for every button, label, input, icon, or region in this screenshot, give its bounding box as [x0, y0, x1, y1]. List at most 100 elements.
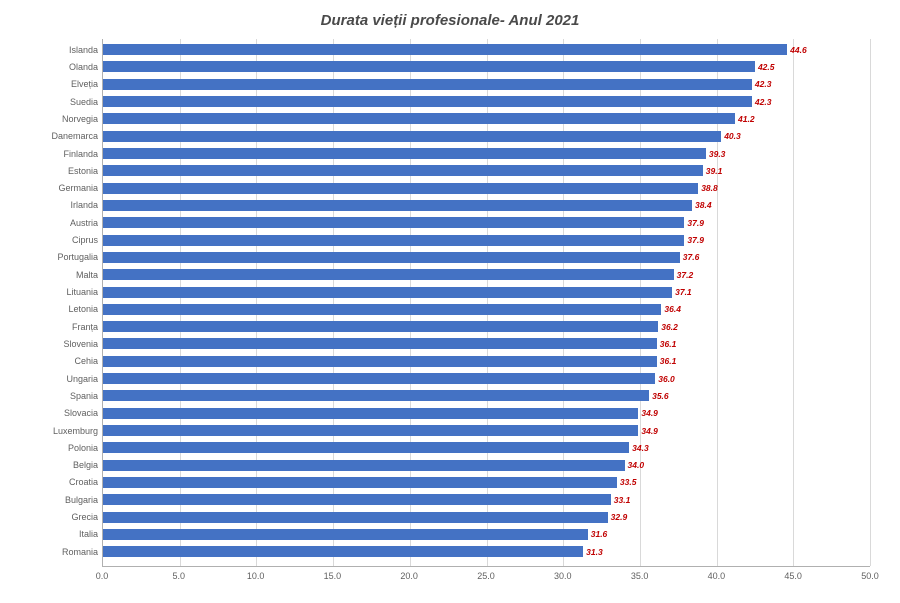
y-axis-label: Italia — [79, 529, 98, 539]
bar — [103, 529, 588, 540]
bar-value-label: 36.2 — [661, 322, 678, 332]
y-axis-label: Letonia — [68, 304, 98, 314]
x-tick-label: 50.0 — [861, 571, 879, 581]
x-tick-label: 20.0 — [400, 571, 418, 581]
x-tick-label: 40.0 — [708, 571, 726, 581]
x-tick-label: 5.0 — [173, 571, 186, 581]
bar-value-label: 40.3 — [724, 131, 741, 141]
y-axis-label: Slovenia — [63, 339, 98, 349]
bar — [103, 356, 657, 367]
y-axis-label: Norvegia — [62, 114, 98, 124]
bar-value-label: 38.8 — [701, 183, 718, 193]
bar-value-label: 37.2 — [677, 270, 694, 280]
bar-value-label: 42.5 — [758, 62, 775, 72]
bar-value-label: 39.3 — [709, 149, 726, 159]
bar-value-label: 37.1 — [675, 287, 692, 297]
y-axis-label: Finlanda — [63, 149, 98, 159]
bar — [103, 235, 684, 246]
bar — [103, 269, 674, 280]
y-axis-label: Spania — [70, 391, 98, 401]
gridline — [870, 39, 871, 566]
y-axis-label: Grecia — [71, 512, 98, 522]
bar-value-label: 34.0 — [628, 460, 645, 470]
bar — [103, 165, 703, 176]
y-axis-label: Estonia — [68, 166, 98, 176]
bar-value-label: 31.6 — [591, 529, 608, 539]
bar-value-label: 33.5 — [620, 477, 637, 487]
bar — [103, 148, 706, 159]
bar-value-label: 34.3 — [632, 443, 649, 453]
y-axis-label: Elveția — [71, 79, 98, 89]
bar — [103, 113, 735, 124]
y-axis-label: Luxemburg — [53, 426, 98, 436]
gridline — [793, 39, 794, 566]
y-axis-label: Germania — [58, 183, 98, 193]
bar-value-label: 34.9 — [641, 426, 658, 436]
y-axis-label: Slovacia — [64, 408, 98, 418]
bar — [103, 96, 752, 107]
bar — [103, 512, 608, 523]
y-axis-label: Bulgaria — [65, 495, 98, 505]
y-axis-label: Portugalia — [57, 252, 98, 262]
x-tick-label: 0.0 — [96, 571, 109, 581]
y-axis-label: Suedia — [70, 97, 98, 107]
bar — [103, 321, 658, 332]
bar — [103, 200, 692, 211]
bar — [103, 252, 680, 263]
bar-value-label: 37.9 — [687, 218, 704, 228]
bar — [103, 338, 657, 349]
y-axis-label: Malta — [76, 270, 98, 280]
x-tick-label: 35.0 — [631, 571, 649, 581]
y-axis-label: Austria — [70, 218, 98, 228]
bar-value-label: 37.9 — [687, 235, 704, 245]
x-tick-label: 30.0 — [554, 571, 572, 581]
bar — [103, 390, 649, 401]
bar — [103, 460, 625, 471]
y-axis-label: Danemarca — [51, 131, 98, 141]
x-axis: 0.05.010.015.020.025.030.035.040.045.050… — [102, 567, 870, 585]
bar — [103, 373, 655, 384]
chart-title: Durata vieții profesionale- Anul 2021 — [30, 12, 870, 29]
bar — [103, 44, 787, 55]
y-axis-label: Cehia — [74, 356, 98, 366]
bar — [103, 61, 755, 72]
bar — [103, 546, 583, 557]
chart-container: Durata vieții profesionale- Anul 2021 Is… — [0, 0, 900, 603]
bar — [103, 477, 617, 488]
x-tick-label: 45.0 — [784, 571, 802, 581]
bar-value-label: 36.0 — [658, 374, 675, 384]
bar-value-label: 31.3 — [586, 547, 603, 557]
y-axis-label: Ungaria — [66, 374, 98, 384]
y-axis-label: Lituania — [66, 287, 98, 297]
bar-value-label: 36.4 — [664, 304, 681, 314]
bar-value-label: 34.9 — [641, 408, 658, 418]
y-axis-label: Belgia — [73, 460, 98, 470]
bar-value-label: 39.1 — [706, 166, 723, 176]
y-axis-label: Olanda — [69, 62, 98, 72]
bar — [103, 287, 672, 298]
bar-value-label: 36.1 — [660, 356, 677, 366]
bar — [103, 304, 661, 315]
bar — [103, 183, 698, 194]
y-axis-labels: IslandaOlandaElvețiaSuediaNorvegiaDanema… — [30, 39, 102, 567]
y-axis-label: Ciprus — [72, 235, 98, 245]
bar — [103, 494, 611, 505]
bar-value-label: 42.3 — [755, 79, 772, 89]
plot-area: IslandaOlandaElvețiaSuediaNorvegiaDanema… — [30, 39, 870, 567]
bar-value-label: 32.9 — [611, 512, 628, 522]
bar — [103, 408, 638, 419]
bar — [103, 131, 721, 142]
bars-area: 44.642.542.342.341.240.339.339.138.838.4… — [102, 39, 870, 567]
bar-value-label: 38.4 — [695, 200, 712, 210]
x-tick-label: 25.0 — [477, 571, 495, 581]
bar-value-label: 36.1 — [660, 339, 677, 349]
bar-value-label: 33.1 — [614, 495, 631, 505]
bar — [103, 442, 629, 453]
bar-value-label: 37.6 — [683, 252, 700, 262]
bar-value-label: 41.2 — [738, 114, 755, 124]
bar-value-label: 42.3 — [755, 97, 772, 107]
y-axis-label: Polonia — [68, 443, 98, 453]
bar-value-label: 35.6 — [652, 391, 669, 401]
y-axis-label: Romania — [62, 547, 98, 557]
bar — [103, 79, 752, 90]
